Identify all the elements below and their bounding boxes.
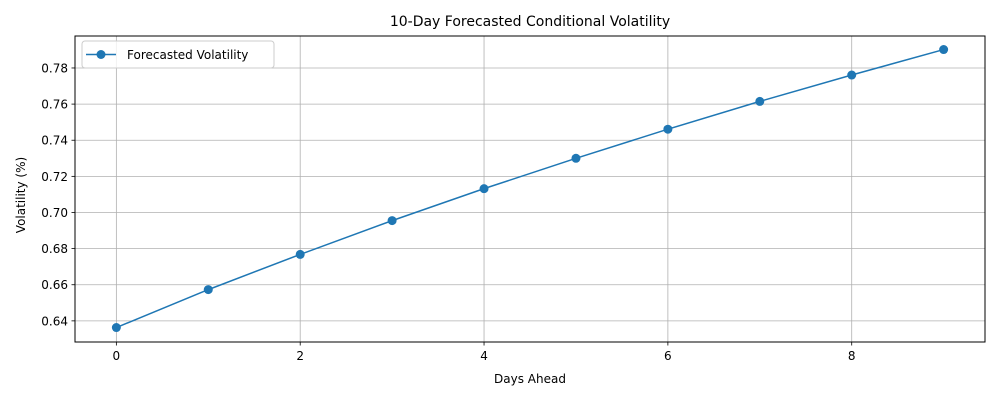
x-tick-label: 8 <box>848 349 856 363</box>
legend-entry-forecasted-volatility: Forecasted Volatility <box>127 48 248 62</box>
data-point <box>847 70 857 80</box>
series-layer <box>111 45 949 333</box>
data-point <box>755 96 765 106</box>
plot-frame <box>74 35 986 343</box>
y-tick-label: 0.64 <box>41 314 68 328</box>
data-point <box>939 45 949 55</box>
x-axis-ticks: 0 2 4 6 8 <box>113 342 856 363</box>
y-tick-label: 0.68 <box>41 242 68 256</box>
data-point <box>203 285 213 295</box>
data-point <box>387 216 397 226</box>
data-point <box>479 184 489 194</box>
data-point <box>111 323 121 333</box>
y-tick-label: 0.78 <box>41 61 68 75</box>
y-tick-label: 0.66 <box>41 278 68 292</box>
data-point <box>571 153 581 163</box>
x-tick-label: 6 <box>664 349 672 363</box>
x-tick-label: 2 <box>296 349 304 363</box>
y-tick-label: 0.74 <box>41 134 68 148</box>
y-axis-label: Volatility (%) <box>14 157 28 233</box>
y-tick-label: 0.76 <box>41 98 68 112</box>
grid-lines <box>75 36 985 342</box>
y-tick-label: 0.70 <box>41 206 68 220</box>
legend-box <box>81 40 275 69</box>
data-point <box>295 249 305 259</box>
x-tick-label: 4 <box>480 349 488 363</box>
y-axis-ticks: 0.64 0.66 0.68 0.70 0.72 0.74 0.76 0.78 <box>41 61 75 328</box>
data-point <box>663 124 673 134</box>
series-line <box>116 48 944 329</box>
x-axis-label: Days Ahead <box>494 372 566 386</box>
legend: Forecasted Volatility <box>81 40 275 69</box>
x-tick-label: 0 <box>113 349 121 363</box>
legend-marker-sample <box>96 50 106 59</box>
chart-title: 10-Day Forecasted Conditional Volatility <box>390 14 670 30</box>
y-tick-label: 0.72 <box>41 170 68 184</box>
